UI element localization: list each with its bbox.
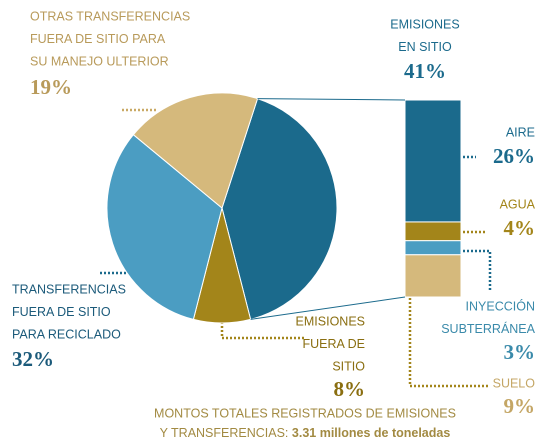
pie-slice [106,133,223,320]
category-label: FUERA DE SITIO [12,305,111,319]
value-label: 26% [493,144,535,168]
leader [408,298,490,388]
category-label: INYECCIÓN [466,298,535,313]
category-label: EMISIONES [390,17,459,31]
note: Y TRANSFERENCIAS: 3.31 millones de tonel… [160,426,451,440]
category-label: FUERA DE [302,337,365,351]
category-label: PARA RECICLADO [12,327,121,341]
category-label: EMISIONES [296,314,365,328]
category-label: FUERA DE SITIO PARA [30,32,166,46]
category-label: TRANSFERENCIAS [12,282,126,296]
category-label: OTRAS TRANSFERENCIAS [30,9,190,23]
category-label: SUELO [493,376,536,390]
leader [463,249,492,292]
bar-segment [404,240,462,256]
leader [220,318,305,340]
category-label: SITIO [332,359,365,373]
category-label: SUBTERRÁNEA [441,321,535,336]
bar-segment [404,99,462,223]
bar-segment [404,221,462,242]
leaders [100,108,492,388]
pie-slice [132,92,259,209]
category-label: AGUA [500,197,536,211]
category-label: AIRE [506,125,535,139]
connector [250,296,406,320]
bar-segment [404,254,462,298]
category-label: SU MANEJO ULTERIOR [30,54,169,68]
value-label: 3% [504,340,536,364]
note: Y TRANSFERENCIAS: [160,426,289,440]
connector [257,98,406,101]
value-label: 32% [12,347,54,371]
note: MONTOS TOTALES REGISTRADOS DE EMISIONES [154,406,456,420]
value-label: 4% [504,216,536,240]
value-label: 8% [334,377,366,401]
value-label: 9% [504,394,536,418]
category-label: EN SITIO [398,40,452,54]
value-label: 41% [404,59,446,83]
note-total: 3.31 millones de toneladas [292,426,450,440]
pie-slice [221,97,338,320]
value-label: 19% [30,75,72,99]
